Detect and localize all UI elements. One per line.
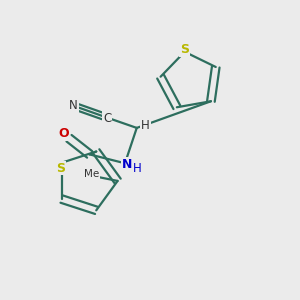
Text: S: S [56,161,65,175]
Text: O: O [58,127,69,140]
Text: S: S [180,43,189,56]
Text: N: N [122,158,132,171]
Text: H: H [141,119,150,132]
Text: N: N [69,99,78,112]
Text: C: C [103,112,111,125]
Text: H: H [132,162,141,175]
Text: Me: Me [84,169,99,179]
